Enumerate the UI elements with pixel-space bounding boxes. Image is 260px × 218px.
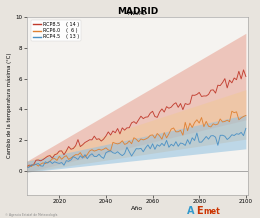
Text: E: E bbox=[196, 206, 203, 216]
Title: MADRID: MADRID bbox=[117, 7, 158, 16]
X-axis label: Año: Año bbox=[131, 206, 144, 211]
Text: A: A bbox=[187, 206, 195, 216]
Text: ANUAL: ANUAL bbox=[128, 11, 147, 16]
Legend: RCP8.5    ( 14 ), RCP6.0    (  6 ), RCP4.5    ( 13 ): RCP8.5 ( 14 ), RCP6.0 ( 6 ), RCP4.5 ( 13… bbox=[31, 20, 81, 41]
Text: met: met bbox=[203, 207, 220, 216]
Y-axis label: Cambio de la temperatura máxima (°C): Cambio de la temperatura máxima (°C) bbox=[7, 53, 12, 158]
Text: © Agencia Estatal de Meteorología: © Agencia Estatal de Meteorología bbox=[5, 213, 57, 217]
